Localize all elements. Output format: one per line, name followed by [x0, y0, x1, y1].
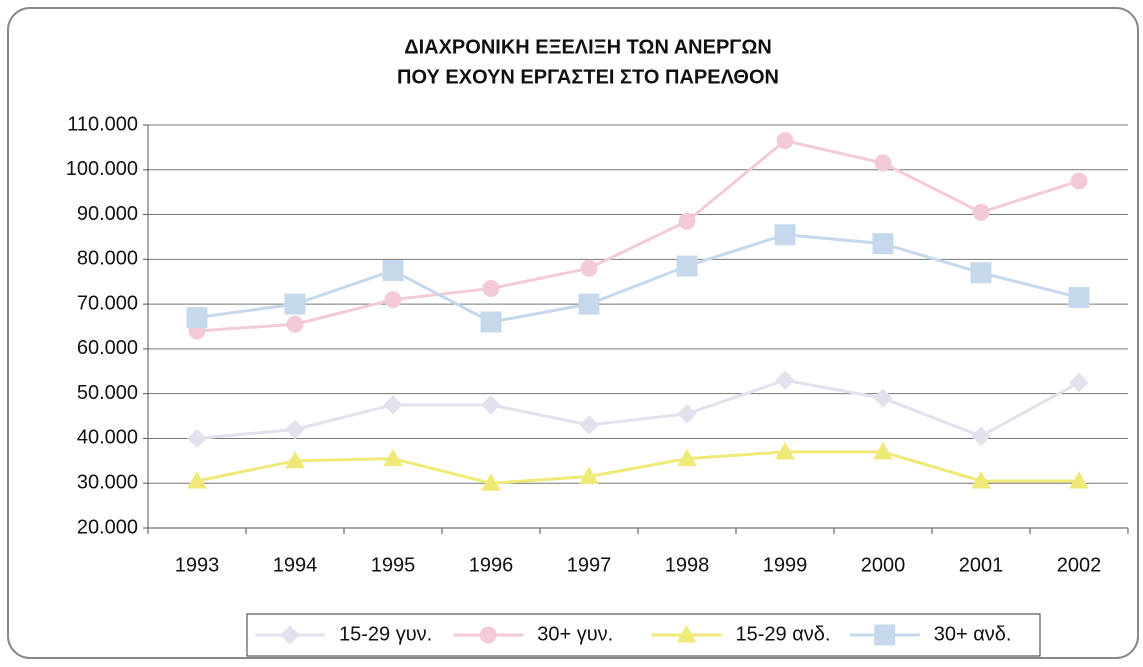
- marker: [186, 307, 208, 329]
- marker: [970, 262, 992, 284]
- marker: [285, 450, 305, 469]
- y-tick-label: 20.000: [77, 516, 138, 538]
- marker: [676, 255, 698, 277]
- y-tick-label: 40.000: [77, 427, 138, 449]
- marker: [774, 224, 796, 246]
- marker: [775, 370, 795, 390]
- x-tick-label: 2002: [1057, 554, 1102, 576]
- y-tick-label: 70.000: [77, 292, 138, 314]
- chart-frame: [7, 7, 1139, 659]
- x-tick-label: 1995: [371, 554, 416, 576]
- legend-label: 30+ γυν.: [537, 623, 613, 645]
- marker: [1069, 470, 1089, 489]
- marker: [578, 293, 600, 315]
- marker: [677, 448, 697, 467]
- marker: [480, 311, 502, 333]
- marker: [482, 279, 500, 297]
- marker: [775, 441, 795, 460]
- marker: [874, 154, 892, 172]
- marker: [677, 404, 697, 424]
- x-tick-label: 2001: [959, 554, 1004, 576]
- marker: [579, 466, 599, 485]
- y-tick-label: 100.000: [66, 158, 138, 180]
- x-tick-label: 1997: [567, 554, 612, 576]
- marker: [384, 291, 402, 309]
- marker: [1069, 372, 1089, 393]
- series-line: [196, 233, 1080, 324]
- series-line: [196, 378, 1080, 440]
- legend-label: 15-29 ανδ.: [736, 623, 831, 645]
- x-tick-label: 1996: [469, 554, 514, 576]
- marker: [579, 415, 599, 435]
- y-tick-label: 60.000: [77, 337, 138, 359]
- marker: [873, 388, 893, 408]
- y-tick-label: 80.000: [77, 248, 138, 270]
- chart-title: ΔΙΑΧΡΟΝΙΚΗ ΕΞΕΛΙΞΗ ΤΩΝ ΑΝΕΡΓΩΝ: [404, 36, 772, 58]
- marker: [382, 260, 404, 282]
- marker: [971, 426, 991, 446]
- y-tick-label: 90.000: [77, 203, 138, 225]
- x-tick-label: 1994: [273, 554, 318, 576]
- marker: [873, 441, 893, 460]
- marker: [280, 625, 300, 645]
- x-tick-label: 1998: [665, 554, 710, 576]
- marker: [678, 212, 696, 230]
- marker: [383, 395, 403, 415]
- marker: [776, 132, 794, 150]
- marker: [972, 203, 990, 221]
- marker: [481, 395, 501, 415]
- y-tick-label: 30.000: [77, 472, 138, 494]
- y-tick-label: 50.000: [77, 382, 138, 404]
- marker: [676, 624, 697, 643]
- marker: [286, 315, 304, 333]
- marker: [580, 259, 598, 277]
- x-tick-label: 1999: [763, 554, 808, 576]
- x-tick-label: 1993: [175, 554, 220, 576]
- marker: [971, 470, 991, 489]
- marker: [872, 233, 894, 255]
- marker: [285, 419, 305, 440]
- series-line: [196, 139, 1080, 333]
- legend-label: 30+ ανδ.: [934, 623, 1012, 645]
- marker: [284, 293, 306, 315]
- marker: [1068, 286, 1090, 308]
- marker: [874, 624, 896, 646]
- marker: [1070, 172, 1088, 190]
- series-line: [196, 450, 1079, 485]
- x-tick-label: 2000: [861, 554, 906, 576]
- chart-title: ΠΟΥ ΕΧΟΥΝ ΕΡΓΑΣΤΕΙ ΣΤΟ ΠΑΡΕΛΘΟΝ: [397, 66, 779, 88]
- legend-label: 15-29 γυν.: [339, 623, 432, 645]
- marker: [479, 626, 497, 644]
- marker: [383, 448, 403, 467]
- y-tick-label: 110.000: [67, 113, 138, 135]
- marker: [187, 428, 207, 449]
- marker: [187, 470, 207, 489]
- marker: [481, 473, 501, 491]
